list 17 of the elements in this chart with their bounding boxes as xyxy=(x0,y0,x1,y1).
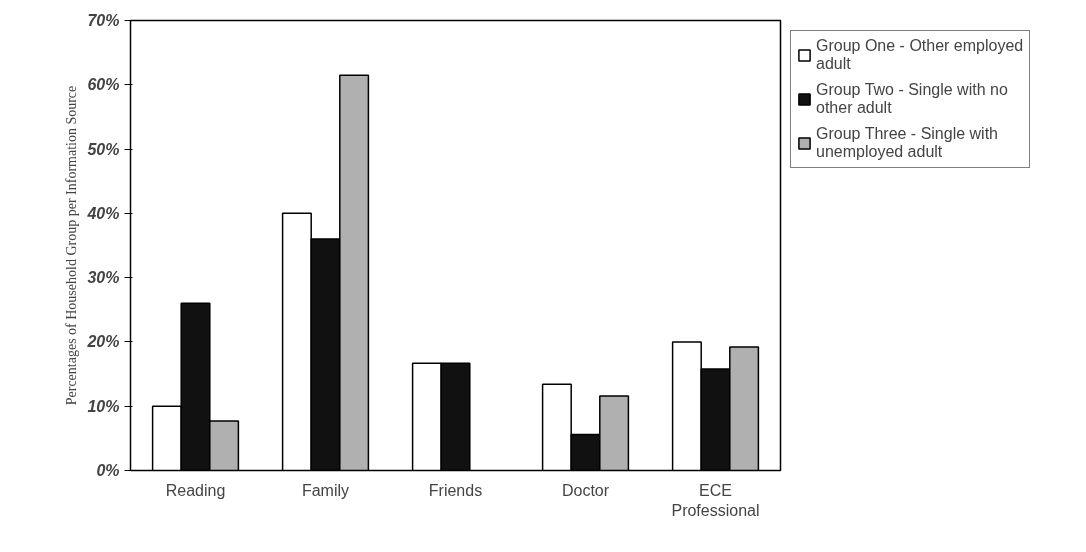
y-tick-label: 40% xyxy=(86,204,120,222)
legend-label: Group One - Other employed adult xyxy=(816,37,1024,73)
y-tick-label: 70% xyxy=(87,12,120,29)
y-tick-label: 60% xyxy=(87,76,120,94)
y-tick-label: 0% xyxy=(96,462,120,479)
legend-label: Group Two - Single with no other adult xyxy=(816,81,1008,117)
x-tick-label: Family xyxy=(301,481,350,499)
y-tick-label: 30% xyxy=(87,269,120,287)
x-tick-label: ECE Professional xyxy=(671,481,760,519)
x-tick-label: Doctor xyxy=(561,481,610,499)
x-tick-label: Reading xyxy=(165,481,226,499)
legend-label: Group Three - Single with unemployed adult xyxy=(816,125,999,161)
y-tick-label: 10% xyxy=(87,397,120,415)
x-tick-label: Friends xyxy=(428,481,483,499)
y-tick-label: 20% xyxy=(86,333,120,351)
y-axis-title: Percentages of Household Group per Information Source xyxy=(64,85,80,406)
y-tick-label: 50% xyxy=(87,140,120,158)
